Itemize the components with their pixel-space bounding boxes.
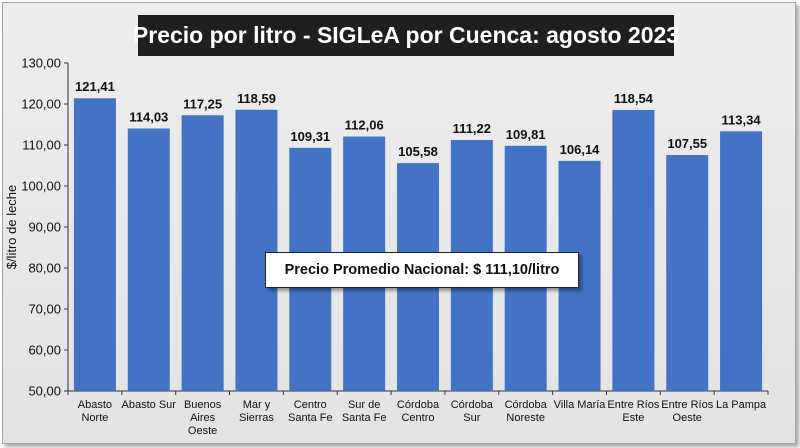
data-label: 118,54 xyxy=(614,91,654,106)
data-label: 118,59 xyxy=(237,91,276,106)
y-axis-label: $/litro de leche xyxy=(4,185,19,270)
y-tick-label: 80,00 xyxy=(28,261,61,276)
x-tick-label: Abasto Norte xyxy=(78,399,112,424)
data-label: 112,06 xyxy=(345,118,384,133)
y-tick-label: 130,00 xyxy=(21,56,61,71)
chart-title: Precio por litro - SIGLeA por Cuenca: ag… xyxy=(133,15,679,56)
x-tick-label: Entre Ríos Oeste xyxy=(661,399,713,424)
data-label: 117,25 xyxy=(183,96,222,111)
bar xyxy=(73,98,116,392)
x-tick-label: La Pampa xyxy=(716,399,767,411)
bar xyxy=(720,131,763,391)
data-label: 114,03 xyxy=(129,109,168,124)
y-tick-label: 120,00 xyxy=(21,97,61,112)
bar xyxy=(612,109,655,392)
x-tick-label: Buenos Aires Oeste xyxy=(184,399,222,437)
x-tick-label: Mar y Sierras xyxy=(239,399,274,424)
average-price-annotation: Precio Promedio Nacional: $ 111,10/litro xyxy=(265,252,579,288)
x-tick-label: Córdoba Noreste xyxy=(505,399,548,424)
x-tick-label: Córdoba Sur xyxy=(451,399,494,424)
bar xyxy=(181,115,224,392)
y-tick-label: 70,00 xyxy=(28,302,61,317)
data-label: 107,55 xyxy=(667,136,707,151)
x-tick-label: Sur de Santa Fe xyxy=(342,399,387,424)
bar xyxy=(666,155,709,391)
x-tick-label: Villa María xyxy=(554,399,607,411)
y-tick-label: 110,00 xyxy=(22,138,61,153)
data-label: 106,14 xyxy=(560,142,601,157)
data-label: 105,58 xyxy=(398,144,438,159)
x-tick-label: Entre Ríos Este xyxy=(607,399,659,424)
data-label: 109,31 xyxy=(290,129,330,144)
y-tick-label: 100,00 xyxy=(21,179,61,194)
y-tick-label: 90,00 xyxy=(28,220,61,235)
x-tick-label: Córdoba Centro xyxy=(397,399,440,424)
data-label: 113,34 xyxy=(722,112,762,127)
bar xyxy=(235,109,278,391)
y-tick-label: 50,00 xyxy=(28,384,61,399)
y-tick-label: 60,00 xyxy=(28,343,61,358)
data-label: 109,81 xyxy=(506,127,546,142)
data-label: 121,41 xyxy=(75,79,115,94)
data-label: 111,22 xyxy=(453,121,491,136)
x-tick-label: Centro Santa Fe xyxy=(288,399,333,424)
x-tick-label: Abasto Sur xyxy=(122,399,177,411)
bar xyxy=(127,128,170,392)
